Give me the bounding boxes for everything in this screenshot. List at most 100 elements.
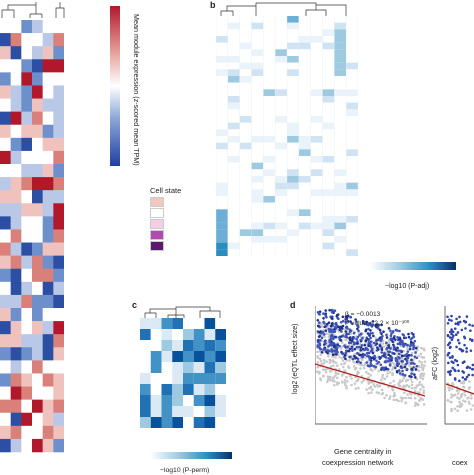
heatmap-b-cell xyxy=(275,202,287,210)
panel-d-point xyxy=(398,352,401,356)
heatmap-c-cell xyxy=(172,373,183,384)
panel-d-point xyxy=(352,343,356,346)
heatmap-c-cell xyxy=(150,406,162,417)
heatmap-b-cell xyxy=(287,169,299,176)
panel-d-right-point xyxy=(467,387,471,390)
panel-d-right-point xyxy=(465,315,469,318)
heatmap-b-cell xyxy=(239,169,252,176)
heatmap-b-cell xyxy=(322,242,335,250)
heatmap-b-cell xyxy=(334,16,347,23)
heatmap-b-cell xyxy=(275,89,287,96)
panel-d-point-background xyxy=(360,380,364,384)
heatmap-b-cell xyxy=(334,29,347,36)
heatmap-b-cell xyxy=(216,229,228,236)
heatmap-b-cell xyxy=(251,162,264,170)
panel-d-point xyxy=(341,334,345,337)
heatmap-c-cell xyxy=(204,395,216,406)
panel-d-right-point xyxy=(463,336,467,340)
heatmap-c-cell xyxy=(193,373,205,384)
heatmap-b-cell xyxy=(227,96,240,103)
heatmap-b-cell xyxy=(298,96,311,103)
heatmap-c-cell xyxy=(150,395,162,406)
panel-d-right-point xyxy=(451,381,454,385)
panel-d-point xyxy=(348,338,352,342)
panel-d-right-point xyxy=(455,317,458,321)
panel-d-point-background xyxy=(408,364,411,367)
heatmap-b-cell xyxy=(334,76,347,83)
panel-d-point xyxy=(318,342,321,345)
panel-d-point-background xyxy=(345,375,348,379)
heatmap-a-cell xyxy=(32,203,43,217)
panel-d-ylabel: log2 (eQTL effect size) xyxy=(292,324,299,394)
heatmap-b-cell xyxy=(216,222,228,230)
panel-d-right-point xyxy=(446,333,450,337)
heatmap-a-cell xyxy=(32,98,43,112)
heatmap-a-cell xyxy=(42,360,54,374)
heatmap-b-cell xyxy=(239,236,252,243)
heatmap-b-cell xyxy=(227,22,240,30)
heatmap-b-cell xyxy=(298,189,311,196)
panel-d-point-background xyxy=(410,351,414,355)
heatmap-b-cell xyxy=(346,102,358,110)
panel-d-point xyxy=(368,334,371,337)
panel-d-right-point xyxy=(450,396,453,399)
heatmap-b-cell xyxy=(346,236,358,243)
panel-d-point xyxy=(387,353,391,357)
panel-d-point xyxy=(359,338,362,342)
panel-d-point xyxy=(413,362,416,366)
heatmap-b-cell xyxy=(216,136,228,143)
heatmap-b-cell xyxy=(298,16,311,23)
panel-d-point-background xyxy=(388,397,391,401)
panel-d-right-point xyxy=(447,318,451,322)
panel-d-point xyxy=(359,332,363,336)
panel-b-colorbar xyxy=(370,262,456,270)
panel-d-point-background xyxy=(348,359,351,362)
heatmap-b-cell xyxy=(310,142,323,150)
panel-d-point-background xyxy=(413,386,417,390)
panel-d-right-point xyxy=(458,341,461,345)
heatmap-b-cell xyxy=(263,42,276,50)
heatmap-c-cell xyxy=(183,318,194,329)
panel-d-point xyxy=(345,333,348,337)
panel-d-point-background xyxy=(403,391,406,395)
panel-d-point xyxy=(410,358,413,362)
heatmap-b-cell xyxy=(287,29,299,36)
heatmap-a-cell xyxy=(42,412,54,427)
panel-d-point xyxy=(327,327,331,331)
panel-d-point xyxy=(410,372,413,375)
heatmap-a-cell xyxy=(32,164,43,178)
panel-d-right-point xyxy=(471,324,474,327)
heatmap-a-cell xyxy=(32,347,43,361)
heatmap-b-cell xyxy=(287,122,299,130)
heatmap-b-cell xyxy=(287,136,299,143)
heatmap-b-cell xyxy=(216,76,228,83)
panel-d-point-background xyxy=(332,360,336,364)
heatmap-a-cell xyxy=(42,438,54,453)
heatmap-a-cell xyxy=(53,203,64,217)
heatmap-a-cell xyxy=(0,85,11,99)
heatmap-b-cell xyxy=(298,142,311,150)
heatmap-a-cell xyxy=(21,281,33,296)
heatmap-b-cell xyxy=(263,129,276,136)
panel-d-point-background xyxy=(322,362,326,365)
heatmap-b-cell xyxy=(275,229,287,236)
heatmap-b-cell xyxy=(263,89,276,96)
panel-d-point-background xyxy=(415,384,419,388)
heatmap-c-cell xyxy=(161,329,173,340)
heatmap-b-cell xyxy=(334,242,347,250)
panel-d-point-background xyxy=(423,364,426,367)
heatmap-b-cell xyxy=(322,142,335,150)
panel-d-point-background xyxy=(367,379,371,383)
panel-d-right-point xyxy=(470,339,474,342)
heatmap-b-cell xyxy=(239,249,252,256)
heatmap-b-cell xyxy=(310,129,323,136)
heatmap-b-cell xyxy=(216,149,228,156)
heatmap-b-cell xyxy=(251,56,264,63)
heatmap-a-cell xyxy=(53,216,64,230)
panel-d-point-background xyxy=(341,341,344,344)
heatmap-a-cell xyxy=(42,268,54,283)
panel-d-point-background xyxy=(420,361,423,364)
heatmap-b-cell xyxy=(334,42,347,50)
heatmap-a-cell xyxy=(32,137,43,152)
panel-d-point-background xyxy=(346,380,349,383)
